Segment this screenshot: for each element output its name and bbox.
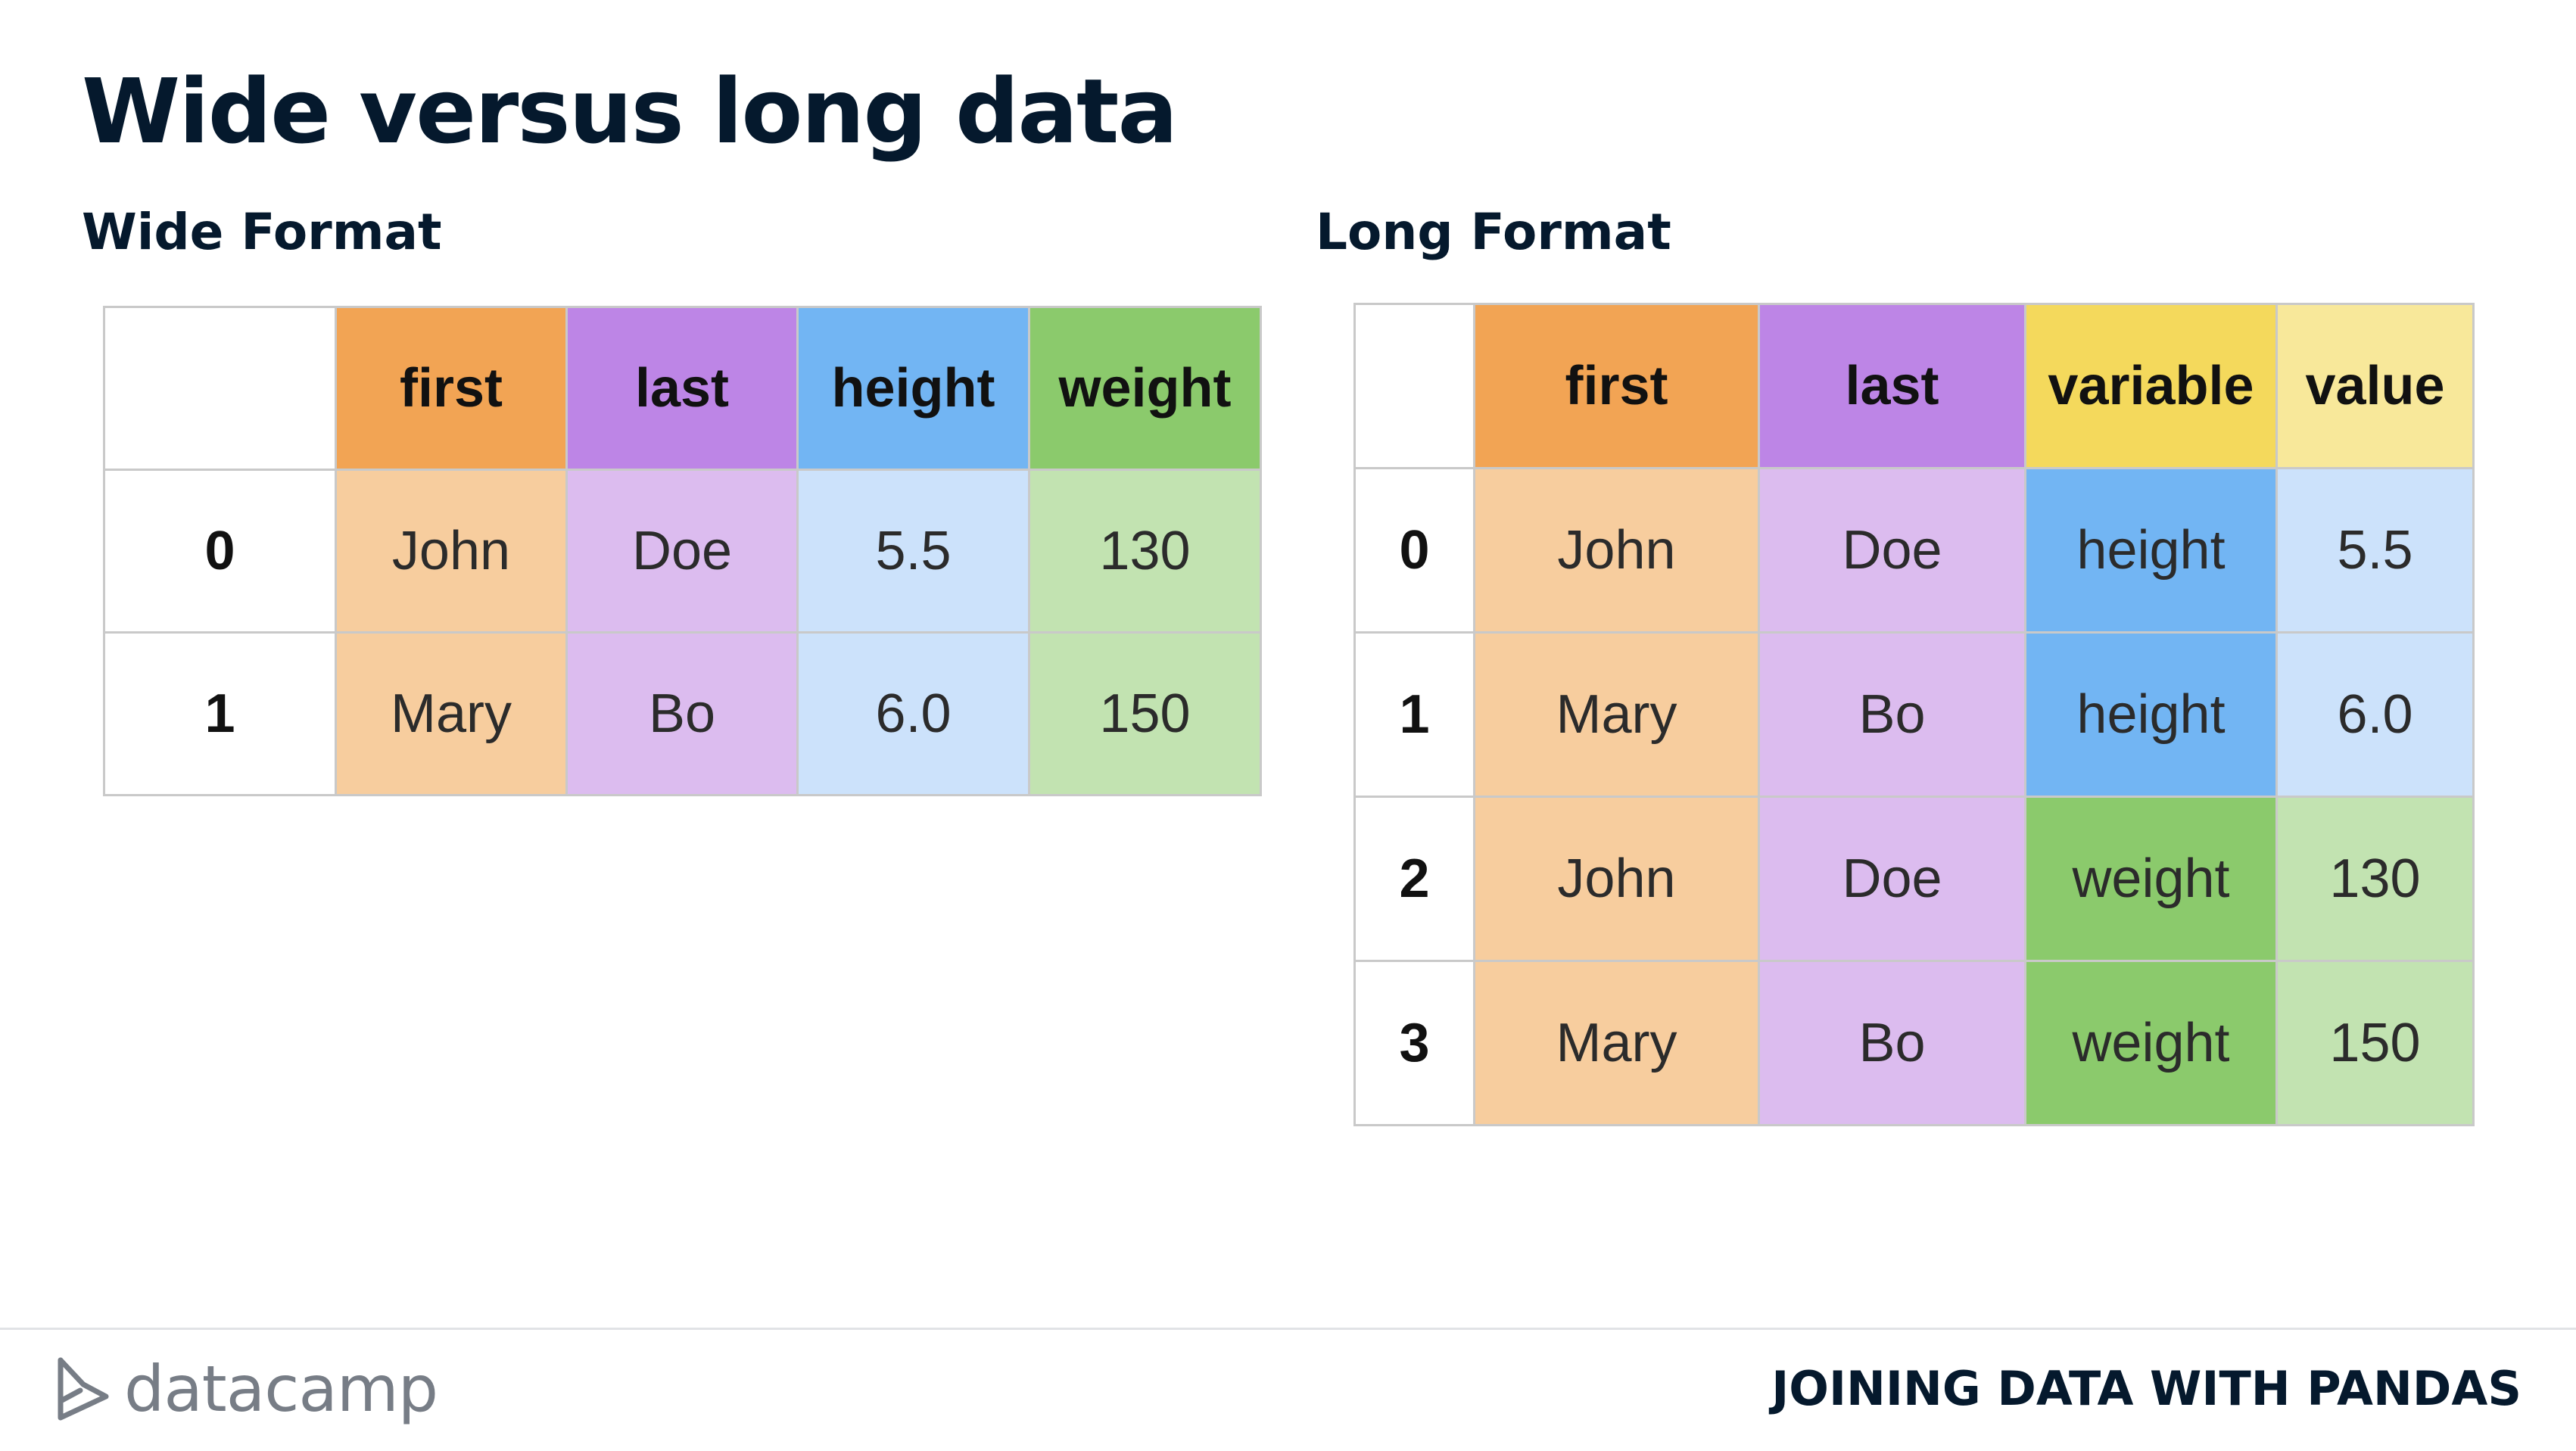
slide-title: Wide versus long data bbox=[82, 59, 1178, 163]
column-header-variable: variable bbox=[2024, 303, 2278, 469]
weight-cell: 150 bbox=[1028, 631, 1262, 796]
variable-cell: weight bbox=[2024, 796, 2278, 962]
table-header-row: first last height weight bbox=[103, 306, 1262, 471]
value-cell: 6.0 bbox=[2275, 631, 2475, 798]
long-format-table: first last variable value 0 John Doe hei… bbox=[1353, 303, 2475, 1126]
first-cell: Mary bbox=[1473, 960, 1760, 1126]
variable-cell: height bbox=[2024, 631, 2278, 798]
first-cell: Mary bbox=[1473, 631, 1760, 798]
column-header-value: value bbox=[2275, 303, 2475, 469]
table-row: 0 John Doe height 5.5 bbox=[1353, 467, 2475, 634]
datacamp-logo: datacamp bbox=[53, 1347, 438, 1431]
datacamp-logo-icon bbox=[58, 1357, 109, 1421]
column-header-height: height bbox=[796, 306, 1030, 471]
variable-cell: height bbox=[2024, 467, 2278, 634]
row-index-cell: 3 bbox=[1353, 960, 1475, 1126]
value-cell: 130 bbox=[2275, 796, 2475, 962]
footer-divider bbox=[0, 1328, 2576, 1330]
height-cell: 6.0 bbox=[796, 631, 1030, 796]
table-row: 1 Mary Bo 6.0 150 bbox=[103, 631, 1262, 796]
first-cell: Mary bbox=[335, 631, 568, 796]
last-cell: Bo bbox=[1758, 960, 2026, 1126]
table-row: 0 John Doe 5.5 130 bbox=[103, 469, 1262, 634]
column-header-last: last bbox=[1758, 303, 2026, 469]
first-cell: John bbox=[335, 469, 568, 634]
row-index-cell: 2 bbox=[1353, 796, 1475, 962]
last-cell: Doe bbox=[1758, 467, 2026, 634]
wide-format-table: first last height weight 0 John Doe 5.5 … bbox=[103, 306, 1262, 796]
index-header-cell bbox=[103, 306, 337, 471]
row-index-cell: 0 bbox=[1353, 467, 1475, 634]
table-row: 1 Mary Bo height 6.0 bbox=[1353, 631, 2475, 798]
row-index-cell: 0 bbox=[103, 469, 337, 634]
last-cell: Doe bbox=[1758, 796, 2026, 962]
column-header-last: last bbox=[565, 306, 799, 471]
value-cell: 150 bbox=[2275, 960, 2475, 1126]
table-header-row: first last variable value bbox=[1353, 303, 2475, 469]
row-index-cell: 1 bbox=[1353, 631, 1475, 798]
datacamp-logo-text: datacamp bbox=[124, 1352, 438, 1426]
table-row: 2 John Doe weight 130 bbox=[1353, 796, 2475, 962]
long-format-heading: Long Format bbox=[1316, 203, 1671, 261]
first-cell: John bbox=[1473, 467, 1760, 634]
first-cell: John bbox=[1473, 796, 1760, 962]
index-header-cell bbox=[1353, 303, 1475, 469]
last-cell: Bo bbox=[1758, 631, 2026, 798]
height-cell: 5.5 bbox=[796, 469, 1030, 634]
column-header-first: first bbox=[1473, 303, 1760, 469]
column-header-first: first bbox=[335, 306, 568, 471]
table-row: 3 Mary Bo weight 150 bbox=[1353, 960, 2475, 1126]
value-cell: 5.5 bbox=[2275, 467, 2475, 634]
weight-cell: 130 bbox=[1028, 469, 1262, 634]
variable-cell: weight bbox=[2024, 960, 2278, 1126]
last-cell: Bo bbox=[565, 631, 799, 796]
wide-format-heading: Wide Format bbox=[82, 203, 442, 261]
row-index-cell: 1 bbox=[103, 631, 337, 796]
last-cell: Doe bbox=[565, 469, 799, 634]
course-name: JOINING DATA WITH PANDAS bbox=[1771, 1361, 2521, 1416]
column-header-weight: weight bbox=[1028, 306, 1262, 471]
